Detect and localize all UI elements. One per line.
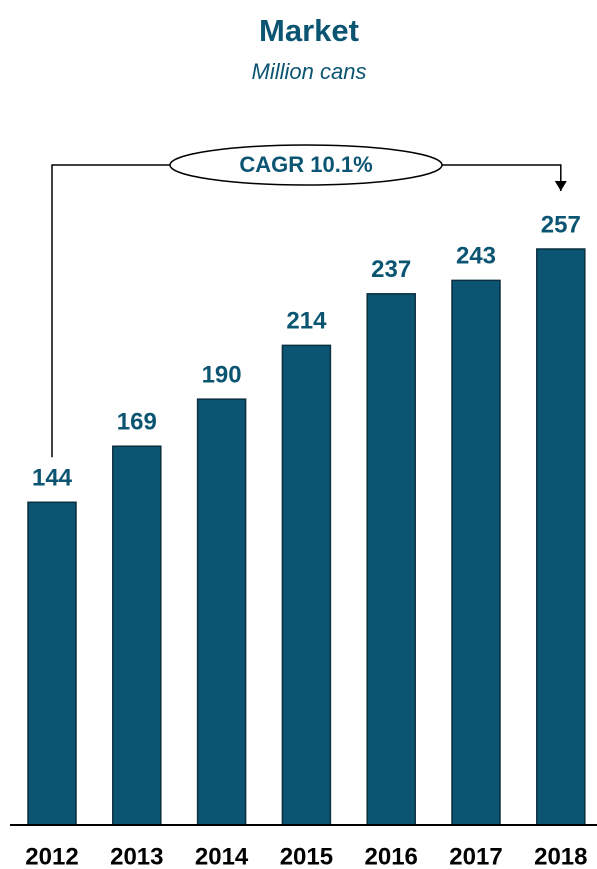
chart-subtitle: Million cans	[252, 59, 367, 84]
value-label: 144	[32, 465, 73, 492]
value-label: 190	[202, 362, 242, 389]
value-label: 237	[371, 256, 411, 283]
value-label: 257	[541, 211, 581, 238]
x-tick-label: 2015	[280, 843, 333, 869]
value-label: 214	[286, 308, 327, 335]
x-tick-label: 2014	[195, 843, 249, 869]
value-label: 169	[117, 409, 157, 436]
chart-title: Market	[259, 13, 359, 48]
bar	[281, 344, 332, 826]
bar	[112, 445, 162, 826]
bar	[536, 248, 586, 826]
x-tick-label: 2017	[449, 843, 502, 869]
x-tick-label: 2018	[534, 843, 587, 869]
arrow-head	[554, 181, 567, 191]
bar	[451, 279, 501, 826]
x-tick-label: 2016	[365, 843, 418, 869]
bar	[27, 501, 77, 826]
value-label: 243	[456, 243, 496, 270]
x-tick-label: 2013	[110, 843, 163, 869]
bar	[196, 398, 247, 826]
annotation: CAGR 10.1%	[239, 152, 372, 177]
bar	[366, 293, 416, 826]
annotation-bubble	[169, 144, 443, 186]
x-tick-label: 2012	[25, 843, 78, 869]
